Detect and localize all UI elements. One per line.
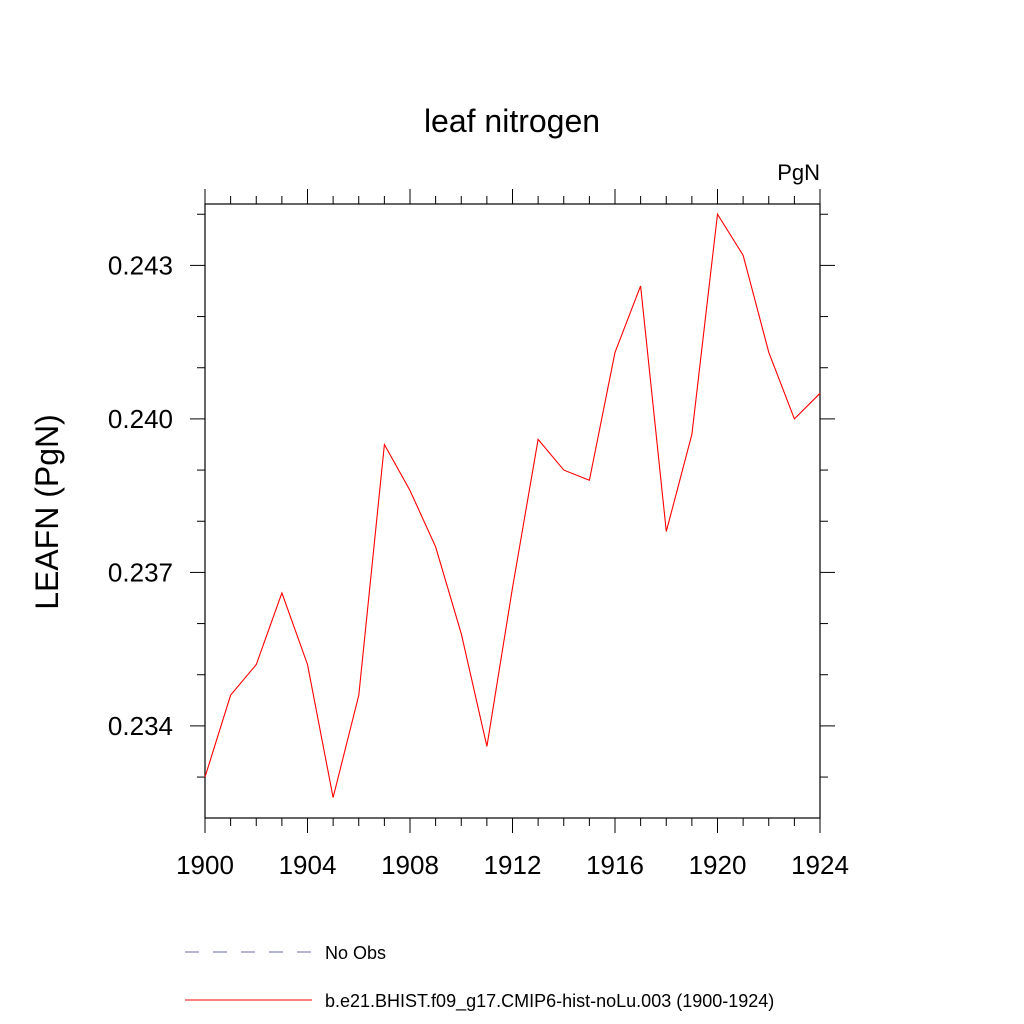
x-tick-label: 1916 xyxy=(586,850,644,880)
y-tick-label: 0.240 xyxy=(108,404,173,434)
y-tick-label: 0.234 xyxy=(108,711,173,741)
x-tick-label: 1920 xyxy=(689,850,747,880)
y-tick-label: 0.243 xyxy=(108,250,173,280)
x-tick-label: 1912 xyxy=(484,850,542,880)
x-tick-label: 1908 xyxy=(381,850,439,880)
y-tick-label: 0.237 xyxy=(108,557,173,587)
legend: No Obs b.e21.BHIST.f09_g17.CMIP6-hist-noL… xyxy=(185,943,774,1012)
plot-frame xyxy=(204,203,821,819)
axis-ticks xyxy=(190,189,835,833)
axis-tick-labels: 1900 1904 1908 1912 1916 1920 1924 0.234 0.237 0.… xyxy=(108,250,849,880)
legend-label: No Obs xyxy=(325,943,386,963)
chart-title: leaf nitrogen xyxy=(424,103,600,139)
series-line xyxy=(204,212,821,798)
series-group xyxy=(204,212,821,798)
legend-label: b.e21.BHIST.f09_g17.CMIP6-hist-noLu.003 … xyxy=(325,991,774,1012)
y-axis-label: LEAFN (PgN) xyxy=(29,414,65,610)
x-tick-label: 1904 xyxy=(279,850,337,880)
x-tick-label: 1924 xyxy=(791,850,849,880)
units-label: PgN xyxy=(777,160,820,185)
x-tick-label: 1900 xyxy=(176,850,234,880)
